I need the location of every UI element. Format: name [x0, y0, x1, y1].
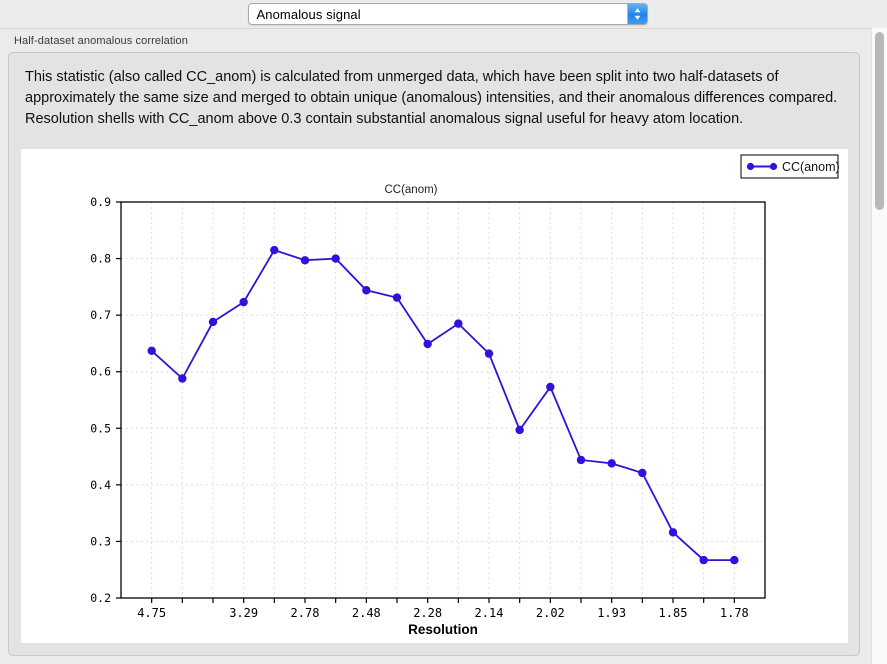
data-point[interactable] [270, 245, 279, 255]
data-point[interactable] [546, 382, 555, 392]
x-tick-label: 3.29 [229, 606, 258, 620]
y-tick-label: 0.4 [90, 478, 111, 492]
series-line [151, 249, 735, 562]
content-card: This statistic (also called CC_anom) is … [8, 52, 860, 656]
cc-anom-line-chart[interactable]: CC(anom) CC(anom) 0.20.30.40.50.60.70.80… [21, 149, 848, 643]
dataset-select-wrapper[interactable]: Anomalous signal [247, 3, 648, 25]
data-point[interactable] [239, 297, 248, 307]
data-point[interactable] [300, 256, 310, 265]
y-tick-label: 0.5 [90, 421, 111, 435]
data-point[interactable] [730, 555, 739, 565]
chevron-up-down-icon[interactable] [626, 4, 647, 24]
dataset-select-value: Anomalous signal [256, 6, 361, 22]
chart-panel: CC(anom) CC(anom) 0.2 0.3 0.4 0.5 0.6 0.7 0.8 0… [21, 149, 848, 643]
chart-background [21, 149, 848, 643]
main-panel: Half-dataset anomalous correlation This … [0, 28, 887, 664]
data-point[interactable] [607, 459, 616, 468]
data-point[interactable] [576, 455, 586, 465]
data-point[interactable] [454, 319, 463, 328]
data-point[interactable] [638, 468, 647, 478]
y-tick-label: 0.3 [90, 534, 111, 548]
data-point[interactable] [362, 286, 371, 295]
data-point[interactable] [423, 339, 432, 349]
x-tick-label: 1.78 [720, 606, 749, 620]
y-tick-label: 0.6 [90, 365, 111, 379]
chart-gridlines [121, 202, 765, 598]
data-point[interactable] [699, 555, 708, 565]
y-tick-label: 0.9 [90, 195, 111, 209]
y-tick-label: 0.8 [90, 252, 111, 266]
x-tick-label: 1.93 [597, 606, 626, 620]
data-point[interactable] [515, 425, 524, 435]
toolbar: Anomalous signal [0, 0, 887, 28]
data-point[interactable] [178, 374, 187, 383]
chart-title: CC(anom) [384, 184, 437, 196]
legend-label: CC(anom) [782, 160, 840, 174]
dataset-select[interactable]: Anomalous signal [247, 3, 648, 25]
data-point[interactable] [331, 254, 340, 263]
x-tick-label: 1.85 [659, 606, 688, 620]
chart-legend: CC(anom) [740, 154, 840, 179]
x-tick-label: 2.48 [352, 606, 381, 620]
data-point[interactable] [392, 293, 402, 302]
data-series-cc-anom[interactable] [147, 245, 739, 565]
x-tick-label: 2.02 [536, 606, 565, 620]
y-tick-label: 0.7 [90, 308, 111, 322]
statistic-description: This statistic (also called CC_anom) is … [25, 69, 838, 127]
x-tick-label: 2.14 [475, 606, 504, 620]
y-tick-label: 0.2 [90, 591, 111, 605]
panel-heading: Half-dataset anomalous correlation [14, 35, 188, 47]
data-point[interactable] [484, 349, 494, 358]
y-axis-ticks: 0.2 0.3 0.4 0.5 0.6 0.7 0.8 0.9 [90, 195, 121, 605]
plot-frame [120, 201, 766, 599]
data-point[interactable] [147, 346, 156, 355]
x-tick-label: 2.78 [291, 606, 320, 620]
data-point[interactable] [668, 528, 678, 537]
x-tick-label: 4.75 [137, 606, 166, 620]
x-tick-label: 2.28 [413, 606, 442, 620]
scrollbar-thumb[interactable] [875, 32, 884, 210]
x-axis-label: Resolution [408, 622, 478, 637]
x-axis-ticks: 4.75 3.29 2.78 2.48 2.28 2.14 2.02 1.93 1.85 1.78 [137, 598, 749, 620]
data-point[interactable] [208, 317, 218, 327]
vertical-scrollbar[interactable] [871, 28, 887, 664]
